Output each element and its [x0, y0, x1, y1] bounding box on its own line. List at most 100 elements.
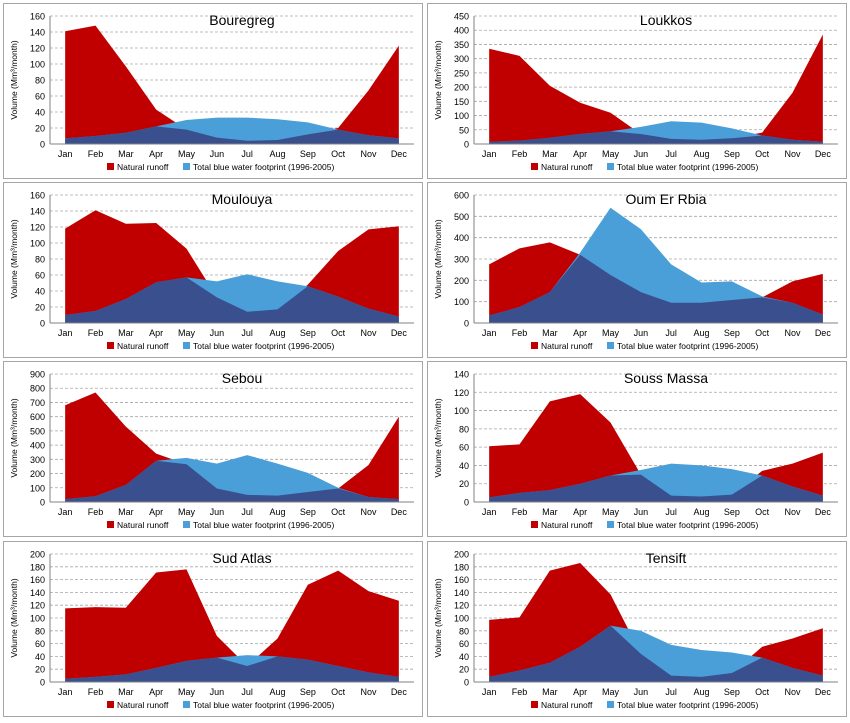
data-point-runoff: [277, 637, 279, 639]
x-tick-label: Nov: [784, 687, 801, 697]
area-chart: 0 100 200 300 400 500 600 Jan Feb Mar Apr May Jun Jul…: [433, 191, 838, 351]
x-tick-label: Jul: [241, 507, 253, 517]
y-tick-label: 250: [454, 68, 469, 78]
series-overlap-area: [489, 254, 823, 323]
legend-label-footprint: Total blue water footprint (1996-2005): [617, 700, 758, 710]
x-tick-label: Oct: [331, 149, 346, 159]
x-tick-label: Jul: [665, 328, 677, 338]
data-point-runoff: [125, 65, 127, 67]
data-point-runoff: [822, 273, 824, 275]
data-point-footprint: [95, 310, 97, 312]
data-point-runoff: [216, 635, 218, 637]
data-point-runoff: [731, 299, 733, 301]
data-point-footprint: [488, 676, 490, 678]
y-tick-label: 80: [35, 255, 45, 265]
data-point-footprint: [761, 474, 763, 476]
y-tick-label: 700: [30, 398, 45, 408]
series-area-natural-runoff: [65, 569, 399, 682]
data-point-footprint: [368, 134, 370, 136]
y-tick-label: 800: [30, 384, 45, 394]
area-chart: 0 20 40 60 80 100 120 140 160 Jan Feb Mar Apr May Jun J…: [9, 12, 414, 172]
data-point-runoff: [610, 421, 612, 423]
x-tick-label: Feb: [88, 507, 104, 517]
data-point-footprint: [761, 134, 763, 136]
data-point-footprint: [640, 228, 642, 230]
y-tick-label: 300: [30, 455, 45, 465]
data-point-runoff: [64, 404, 66, 406]
y-tick-label: 900: [30, 370, 45, 380]
x-tick-label: Jul: [665, 687, 677, 697]
x-tick-label: Mar: [542, 328, 558, 338]
y-axis-label: Volume (Mm³/month): [433, 40, 443, 120]
data-point-runoff: [488, 263, 490, 265]
x-tick-label: Jul: [241, 687, 253, 697]
y-tick-label: 0: [40, 319, 45, 329]
data-point-footprint: [155, 125, 157, 127]
data-point-runoff: [337, 250, 339, 252]
data-point-footprint: [337, 487, 339, 489]
x-tick-label: Mar: [118, 149, 134, 159]
x-tick-label: Oct: [755, 687, 770, 697]
y-tick-label: 300: [454, 54, 469, 64]
data-point-footprint: [307, 659, 309, 661]
y-tick-label: 400: [454, 26, 469, 36]
data-point-runoff: [246, 494, 248, 496]
x-tick-label: Apr: [573, 149, 587, 159]
y-tick-label: 350: [454, 40, 469, 50]
x-tick-label: Mar: [118, 507, 134, 517]
y-tick-label: 20: [35, 665, 45, 675]
y-tick-label: 20: [459, 665, 469, 675]
data-point-footprint: [670, 263, 672, 265]
y-tick-label: 200: [454, 276, 469, 286]
y-tick-label: 160: [30, 191, 45, 201]
legend-swatch-runoff: [107, 521, 114, 528]
y-tick-label: 100: [454, 111, 469, 121]
y-tick-label: 500: [454, 212, 469, 222]
data-point-runoff: [95, 391, 97, 393]
data-point-runoff: [216, 487, 218, 489]
x-tick-label: Sep: [300, 687, 316, 697]
legend-swatch-footprint: [183, 163, 190, 170]
legend-label-footprint: Total blue water footprint (1996-2005): [617, 341, 758, 351]
x-tick-label: Oct: [755, 149, 770, 159]
series-overlap-area: [65, 126, 399, 144]
data-point-footprint: [549, 137, 551, 139]
data-point-runoff: [519, 247, 521, 249]
y-tick-label: 600: [454, 191, 469, 201]
legend-label-footprint: Total blue water footprint (1996-2005): [617, 520, 758, 530]
y-tick-label: 100: [30, 239, 45, 249]
data-point-runoff: [761, 646, 763, 648]
data-point-footprint: [731, 652, 733, 654]
x-tick-label: Nov: [784, 149, 801, 159]
x-tick-label: Dec: [815, 687, 832, 697]
data-point-runoff: [155, 222, 157, 224]
y-tick-label: 40: [459, 461, 469, 471]
y-tick-label: 0: [40, 678, 45, 688]
data-point-footprint: [519, 492, 521, 494]
data-point-footprint: [822, 495, 824, 497]
data-point-runoff: [307, 491, 309, 493]
y-tick-label: 140: [30, 28, 45, 38]
x-tick-label: May: [178, 149, 196, 159]
x-tick-label: Oct: [331, 507, 346, 517]
y-axis-label: Volume (Mm³/month): [433, 578, 443, 658]
data-point-footprint: [307, 121, 309, 123]
data-point-runoff: [398, 600, 400, 602]
x-tick-label: May: [602, 507, 620, 517]
y-tick-label: 40: [35, 108, 45, 118]
chart-panel: 0 100 200 300 400 500 600 Jan Feb Mar Apr May Jun Jul…: [427, 182, 847, 358]
data-point-footprint: [64, 314, 66, 316]
legend-swatch-runoff: [107, 342, 114, 349]
x-tick-label: Jun: [210, 328, 225, 338]
data-point-footprint: [579, 133, 581, 135]
data-point-footprint: [246, 654, 248, 656]
x-tick-label: Mar: [542, 149, 558, 159]
data-point-footprint: [125, 673, 127, 675]
data-point-runoff: [398, 225, 400, 227]
legend-label-footprint: Total blue water footprint (1996-2005): [193, 162, 334, 172]
data-point-footprint: [761, 295, 763, 297]
x-tick-label: Jan: [482, 328, 497, 338]
data-point-footprint: [246, 454, 248, 456]
y-tick-label: 160: [30, 12, 45, 22]
data-point-runoff: [488, 48, 490, 50]
